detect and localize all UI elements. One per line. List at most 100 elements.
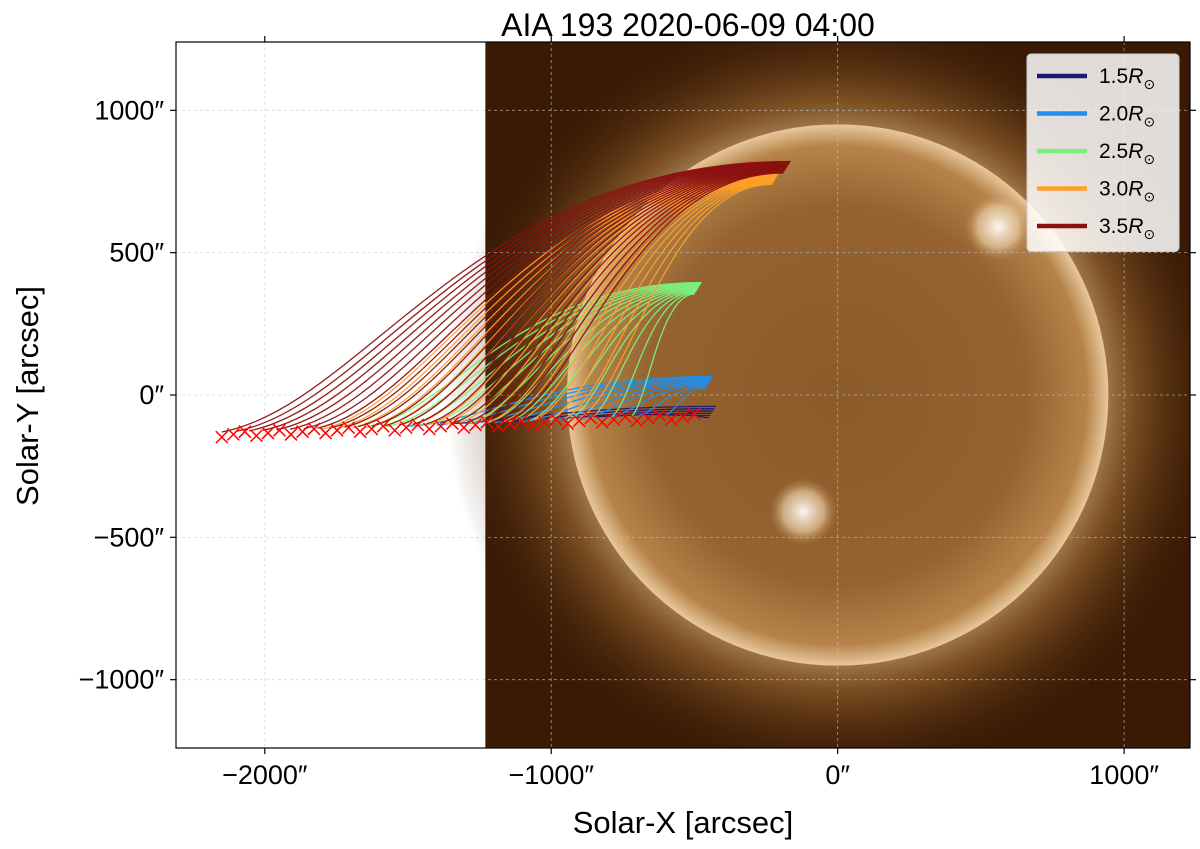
footpoint-marker bbox=[641, 411, 655, 425]
field-line bbox=[549, 289, 697, 421]
field-line bbox=[453, 170, 785, 424]
footpoint-marker bbox=[434, 419, 448, 433]
field-line bbox=[412, 168, 786, 426]
footpoint-marker bbox=[295, 425, 310, 439]
footpoint-marker bbox=[630, 414, 644, 428]
legend: 1.5R⊙2.0R⊙2.5R⊙3.0R⊙3.5R⊙ bbox=[1026, 53, 1180, 252]
footpoint-marker bbox=[399, 421, 413, 435]
field-line bbox=[630, 293, 695, 417]
field-line bbox=[221, 160, 791, 433]
footpoint-marker bbox=[422, 422, 436, 436]
footpoint-marker bbox=[307, 422, 321, 436]
footpoint-marker bbox=[468, 418, 482, 432]
field-line bbox=[569, 290, 697, 420]
axis-ticks: −2000″ −1000″ 0″ 1000″ −1000″ −500″ 0″ 500″ 1000… bbox=[79, 36, 1196, 790]
field-line bbox=[344, 165, 788, 428]
footpoint-marker bbox=[445, 417, 459, 431]
footpoint-marker bbox=[480, 415, 494, 429]
footpoint-marker bbox=[687, 407, 701, 421]
footpoint-marker bbox=[226, 427, 240, 441]
field-line bbox=[385, 167, 787, 427]
chart-title: AIA 193 2020-06-09 04:00 bbox=[501, 7, 875, 43]
field-line bbox=[610, 292, 696, 418]
footpoint-marker bbox=[319, 426, 333, 440]
field-line bbox=[579, 383, 709, 420]
footpoint-marker bbox=[457, 421, 471, 435]
footpoint-marker bbox=[572, 414, 586, 428]
y-tick-label: −1000″ bbox=[79, 665, 165, 695]
field-line bbox=[480, 171, 784, 423]
active-regions bbox=[769, 193, 1033, 546]
footpoint-marker bbox=[664, 413, 678, 427]
series-3-5R bbox=[221, 160, 791, 433]
field-line bbox=[467, 170, 785, 423]
footpoint-marker bbox=[561, 417, 575, 431]
active-region bbox=[769, 477, 838, 546]
field-line bbox=[235, 161, 791, 433]
x-tick-label: 0″ bbox=[825, 760, 850, 790]
field-lines bbox=[221, 160, 791, 433]
footpoint-marker bbox=[607, 412, 621, 427]
field-line bbox=[665, 387, 706, 416]
field-line bbox=[508, 288, 698, 423]
legend-label: 3.0R⊙ bbox=[1099, 178, 1155, 205]
field-line bbox=[608, 384, 708, 419]
footpoint-marker bbox=[388, 423, 402, 437]
footpoint-marker bbox=[249, 429, 263, 443]
field-line bbox=[248, 161, 790, 432]
footpoint-marker bbox=[618, 410, 632, 424]
footpoint-marker bbox=[376, 419, 390, 433]
footpoint-marker bbox=[538, 415, 552, 429]
field-line bbox=[590, 291, 696, 419]
field-line bbox=[518, 181, 774, 422]
footpoint-marker bbox=[272, 423, 286, 437]
footpoint-marker bbox=[411, 418, 425, 432]
gridlines bbox=[176, 42, 1190, 748]
footpoint-marker bbox=[342, 421, 356, 435]
footpoint-marker bbox=[284, 427, 298, 441]
footpoint-marker bbox=[330, 423, 344, 437]
legend-label: 2.0R⊙ bbox=[1099, 103, 1155, 130]
field-line bbox=[494, 171, 784, 422]
footpoint-marker bbox=[584, 411, 598, 425]
field-line bbox=[317, 164, 789, 429]
footpoint-marker bbox=[238, 425, 252, 439]
field-line bbox=[488, 179, 775, 423]
field-line bbox=[528, 288, 698, 422]
field-line bbox=[551, 382, 710, 421]
footpoint-marker bbox=[365, 422, 379, 436]
y-axis-label: Solar-Y [arcsec] bbox=[10, 286, 45, 506]
field-line bbox=[508, 172, 784, 422]
field-line bbox=[262, 162, 790, 432]
field-line bbox=[303, 164, 789, 430]
field-line bbox=[579, 183, 772, 419]
y-tick-label: 0″ bbox=[139, 380, 164, 410]
x-tick-label: −2000″ bbox=[222, 760, 308, 790]
field-line bbox=[503, 180, 774, 422]
field-line bbox=[564, 183, 773, 420]
field-line bbox=[398, 167, 786, 426]
footpoint-marker bbox=[353, 425, 367, 439]
y-tick-label: −500″ bbox=[94, 522, 165, 552]
field-line bbox=[330, 165, 788, 429]
field-line bbox=[549, 182, 773, 420]
footpoint-marker bbox=[676, 410, 690, 424]
field-line bbox=[371, 166, 787, 427]
active-region bbox=[964, 193, 1033, 262]
x-tick-label: −1000″ bbox=[509, 760, 595, 790]
field-line bbox=[364, 281, 702, 429]
field-line bbox=[289, 163, 789, 430]
footpoint-marker bbox=[595, 415, 609, 429]
footpoint-marker bbox=[549, 412, 563, 427]
footpoint-marker bbox=[215, 430, 229, 444]
footpoint-marker bbox=[515, 414, 529, 428]
legend-box bbox=[1026, 53, 1180, 252]
x-tick-label: 1000″ bbox=[1089, 760, 1159, 790]
footpoint-marker bbox=[261, 426, 275, 440]
y-tick-label: 1000″ bbox=[94, 95, 164, 125]
y-tick-label: 500″ bbox=[109, 238, 164, 268]
field-line bbox=[276, 163, 790, 431]
footpoint-marker bbox=[653, 408, 667, 422]
field-line bbox=[534, 181, 774, 421]
